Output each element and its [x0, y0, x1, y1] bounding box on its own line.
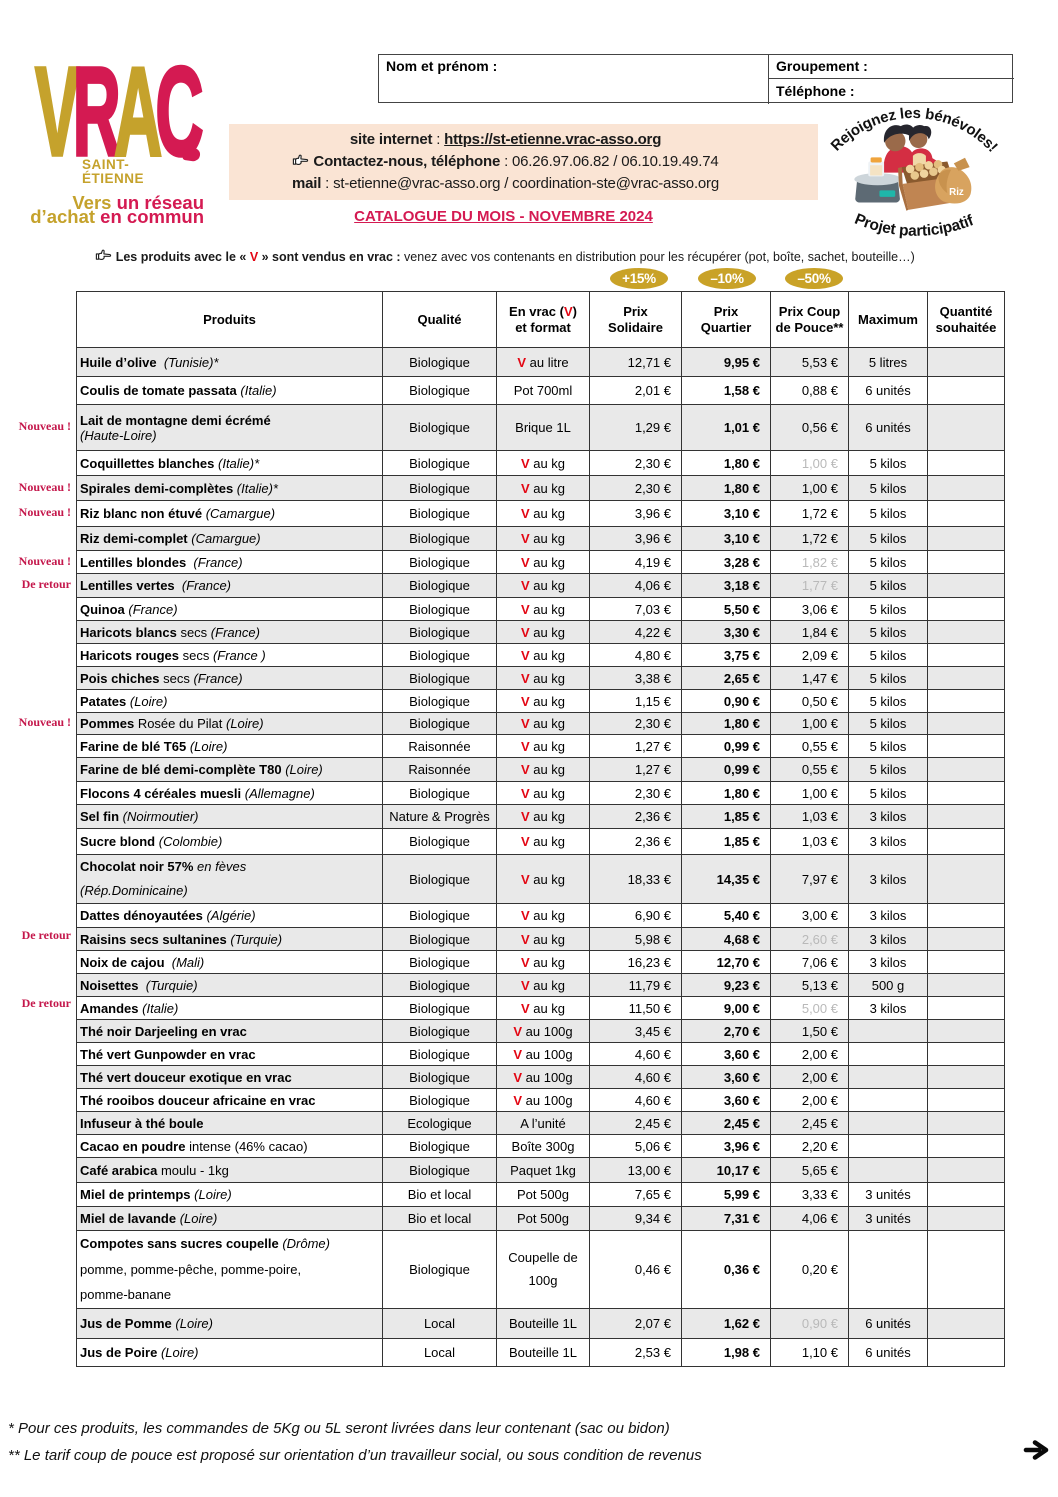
- svg-text:Projet participatif: Projet participatif: [852, 211, 977, 240]
- svg-text:Riz: Riz: [949, 187, 964, 198]
